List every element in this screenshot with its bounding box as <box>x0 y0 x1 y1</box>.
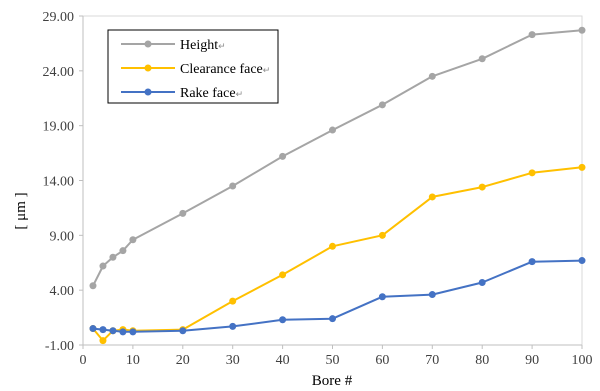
legend-swatch-marker <box>144 40 152 48</box>
series-line <box>92 166 583 342</box>
data-point <box>428 291 436 299</box>
x-axis-ticks: 0 10 20 30 40 50 60 70 80 90 100 <box>80 345 593 368</box>
data-point <box>109 327 117 335</box>
series-2 <box>89 257 586 336</box>
data-point <box>119 247 127 255</box>
data-point <box>478 183 486 191</box>
legend-return-mark: ↵ <box>263 65 271 75</box>
x-tick-label: 60 <box>375 353 389 368</box>
series-0 <box>89 26 586 290</box>
legend-label-text: Clearance face <box>180 62 263 77</box>
data-point <box>229 182 237 190</box>
legend-box <box>107 29 279 104</box>
y-tick-label: 29.00 <box>43 10 75 25</box>
data-point <box>378 293 386 301</box>
data-point <box>478 55 486 63</box>
legend-swatch-marker <box>144 64 152 72</box>
x-tick-label: 10 <box>126 353 140 368</box>
data-point <box>109 253 117 261</box>
data-point <box>528 31 536 39</box>
data-point <box>428 72 436 80</box>
data-point <box>99 326 107 334</box>
data-point <box>129 328 137 336</box>
data-point <box>378 231 386 239</box>
x-tick-label: 30 <box>226 353 240 368</box>
data-point <box>279 271 287 279</box>
x-tick-label: 70 <box>425 353 439 368</box>
series-line <box>92 259 583 333</box>
y-tick-label: 19.00 <box>43 120 75 135</box>
y-tick-label: 24.00 <box>43 65 75 80</box>
legend-return-mark: ↵ <box>218 41 226 51</box>
data-point <box>119 328 127 336</box>
data-point <box>179 327 187 335</box>
legend: Height↵Clearance face↵Rake face↵ <box>107 29 279 104</box>
y-axis-ticks: -1.00 4.00 9.00 14.00 19.00 24.00 29.00 <box>43 10 83 354</box>
legend-label-text: Height <box>180 38 218 53</box>
data-point <box>89 325 97 333</box>
y-tick-label: 14.00 <box>43 175 75 190</box>
legend-swatch-marker <box>144 88 152 96</box>
data-point <box>378 101 386 109</box>
x-tick-label: 90 <box>525 353 539 368</box>
legend-return-mark: ↵ <box>236 89 244 99</box>
legend-label: Rake face↵ <box>180 86 243 101</box>
data-point <box>99 262 107 270</box>
x-tick-label: 100 <box>572 353 593 368</box>
data-point <box>578 163 586 171</box>
data-point <box>89 282 97 290</box>
data-point <box>329 242 336 250</box>
data-point <box>578 26 586 34</box>
x-tick-label: 50 <box>326 353 340 368</box>
data-point <box>99 337 107 345</box>
data-point <box>279 152 287 160</box>
data-point <box>578 257 586 265</box>
data-point <box>428 193 436 201</box>
data-point <box>528 258 536 266</box>
y-tick-label: 4.00 <box>50 284 75 299</box>
x-axis-title: Bore # <box>312 373 353 389</box>
x-tick-label: 20 <box>176 353 190 368</box>
x-tick-label: 0 <box>80 353 87 368</box>
legend-label-text: Rake face <box>180 86 236 101</box>
legend-label: Height↵ <box>180 38 226 53</box>
series-layer <box>89 26 586 345</box>
data-point <box>129 236 137 244</box>
legend-label: Clearance face↵ <box>180 62 270 77</box>
data-point <box>478 278 486 286</box>
data-point <box>229 297 237 305</box>
data-point <box>179 209 187 217</box>
data-point <box>279 316 287 324</box>
data-point <box>528 169 536 177</box>
y-tick-label: 9.00 <box>50 229 75 244</box>
data-point <box>329 315 336 323</box>
data-point <box>329 126 336 134</box>
x-tick-label: 40 <box>276 353 290 368</box>
data-point <box>229 322 237 330</box>
y-tick-label: -1.00 <box>45 339 74 354</box>
y-axis-title: [ μm ] <box>13 192 29 229</box>
x-tick-label: 80 <box>475 353 489 368</box>
